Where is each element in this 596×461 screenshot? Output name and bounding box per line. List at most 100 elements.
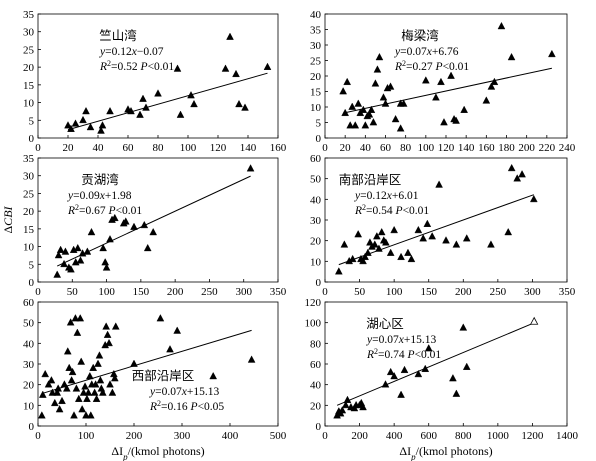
data-point-triangle — [82, 411, 90, 419]
x-tick-label: 800 — [455, 430, 472, 442]
x-tick-label: 160 — [478, 142, 495, 154]
y-axis-label: ΔCBI — [1, 205, 15, 233]
data-point-triangle — [364, 248, 372, 256]
y-tick-label: 30 — [23, 27, 35, 39]
y-tick-label: 40 — [310, 380, 322, 392]
regression-equation: y=0.07x+15.13 — [149, 386, 219, 398]
data-point-triangle — [462, 234, 471, 242]
data-point-triangle — [63, 347, 72, 355]
data-point-triangle — [346, 121, 355, 129]
data-point-triangle — [98, 121, 107, 129]
y-tick-label: 25 — [23, 44, 35, 56]
y-tick-label: 5 — [316, 118, 322, 130]
data-point-triangle — [391, 114, 400, 123]
data-point-triangle — [143, 243, 152, 252]
data-point-triangle — [241, 103, 249, 111]
data-point-triangle — [371, 79, 380, 87]
x-tick-label: 300 — [174, 430, 191, 442]
data-point-triangle — [190, 99, 198, 108]
y-tick-label: 10 — [310, 102, 322, 114]
x-tick-label: 160 — [270, 142, 287, 154]
panel-title: 梅梁湾 — [401, 28, 439, 43]
data-point-triangle — [490, 77, 499, 86]
data-point-triangle — [419, 234, 428, 242]
data-point-triangle — [442, 236, 450, 244]
y-tick-label: 30 — [310, 215, 322, 227]
x-tick-label: 120 — [438, 142, 455, 154]
x-tick-label: 400 — [386, 430, 403, 442]
x-tick-label: 100 — [78, 430, 95, 442]
panel-4: 0 50 100 150 200 250 300 350 0 10 20 30 40 50 60 南部沿岸区 y… — [310, 153, 576, 298]
data-point-triangle — [156, 314, 165, 322]
x-tick-label: 80 — [400, 142, 412, 154]
x-tick-label: 200 — [167, 286, 184, 298]
data-point-triangle — [65, 363, 74, 371]
x-tick-label: 200 — [126, 430, 143, 442]
y-tick-label: 0 — [316, 133, 322, 145]
y-tick-label: 15 — [23, 80, 35, 92]
data-point-triangle — [101, 258, 110, 266]
data-point-triangle — [414, 225, 423, 234]
data-point-triangle — [386, 82, 395, 90]
data-point-triangle — [38, 390, 47, 398]
regression-stats: R2=0.27 P<0.01 — [394, 59, 469, 74]
x-tick-label: 20 — [63, 142, 75, 154]
data-point-triangle — [407, 254, 416, 263]
y-tick-label: 0 — [316, 277, 322, 289]
data-point-triangle — [396, 124, 405, 132]
data-point-triangle — [354, 230, 363, 238]
data-point-triangle — [47, 376, 56, 384]
data-point-triangle — [68, 367, 77, 376]
plot-frame — [37, 13, 279, 139]
y-tick-label: 30 — [23, 359, 35, 371]
data-point-triangle — [82, 107, 90, 115]
y-tick-label: 40 — [23, 338, 35, 350]
y-tick-label: 60 — [310, 359, 322, 371]
data-point-triangle — [97, 384, 106, 392]
data-point-triangle — [397, 390, 405, 398]
data-point-triangle — [359, 105, 368, 113]
y-tick-label: 15 — [23, 224, 35, 236]
data-point-triangle — [130, 359, 138, 367]
plot-frame — [324, 13, 568, 139]
data-point-triangle — [108, 388, 117, 396]
data-point-triangle — [343, 77, 352, 86]
data-point-triangle — [369, 118, 378, 126]
data-point-triangle — [334, 267, 343, 275]
data-point-triangle — [452, 240, 461, 248]
x-tick-label: 0 — [35, 430, 41, 442]
data-point-triangle — [482, 96, 491, 104]
data-point-triangle — [246, 164, 255, 172]
data-point-triangle — [77, 357, 86, 365]
data-point-triangle — [73, 243, 82, 252]
data-point-triangle — [370, 240, 379, 248]
y-tick-label: 25 — [310, 56, 322, 68]
x-tick-label: 250 — [490, 286, 507, 298]
data-point-triangle — [348, 102, 357, 110]
panel-2: 0 20 40 60 80 100 120 140 160 180 200 220 2400510152… — [310, 9, 576, 154]
y-tick-label: 10 — [310, 256, 322, 268]
x-tick-label: 140 — [240, 142, 257, 154]
y-tick-label: 10 — [23, 98, 35, 110]
data-point-triangle — [105, 338, 113, 347]
data-point-triangle — [139, 94, 147, 102]
x-tick-label: 50 — [354, 286, 366, 298]
data-point-triangle — [173, 64, 182, 72]
data-point-triangle — [348, 254, 357, 263]
data-point-triangle — [176, 110, 185, 118]
data-point-triangle — [459, 323, 468, 331]
x-tick-label: 100 — [180, 142, 197, 154]
x-axis-label: ΔIp/(kmol photons) — [399, 444, 492, 461]
x-tick-label: 400 — [222, 430, 239, 442]
regression-equation: y=0.07x+6.76 — [394, 46, 459, 58]
y-tick-label: 30 — [310, 40, 322, 52]
regression-stats: R2=0.52 P<0.01 — [99, 59, 174, 74]
data-point-triangle — [94, 359, 102, 367]
data-point-triangle — [513, 174, 522, 182]
data-point-triangle — [187, 91, 195, 99]
data-point-triangle — [97, 126, 105, 134]
data-point-triangle — [396, 99, 405, 107]
y-tick-label: 80 — [310, 338, 322, 350]
data-point-triangle — [86, 122, 95, 131]
data-point-triangle — [98, 388, 107, 396]
